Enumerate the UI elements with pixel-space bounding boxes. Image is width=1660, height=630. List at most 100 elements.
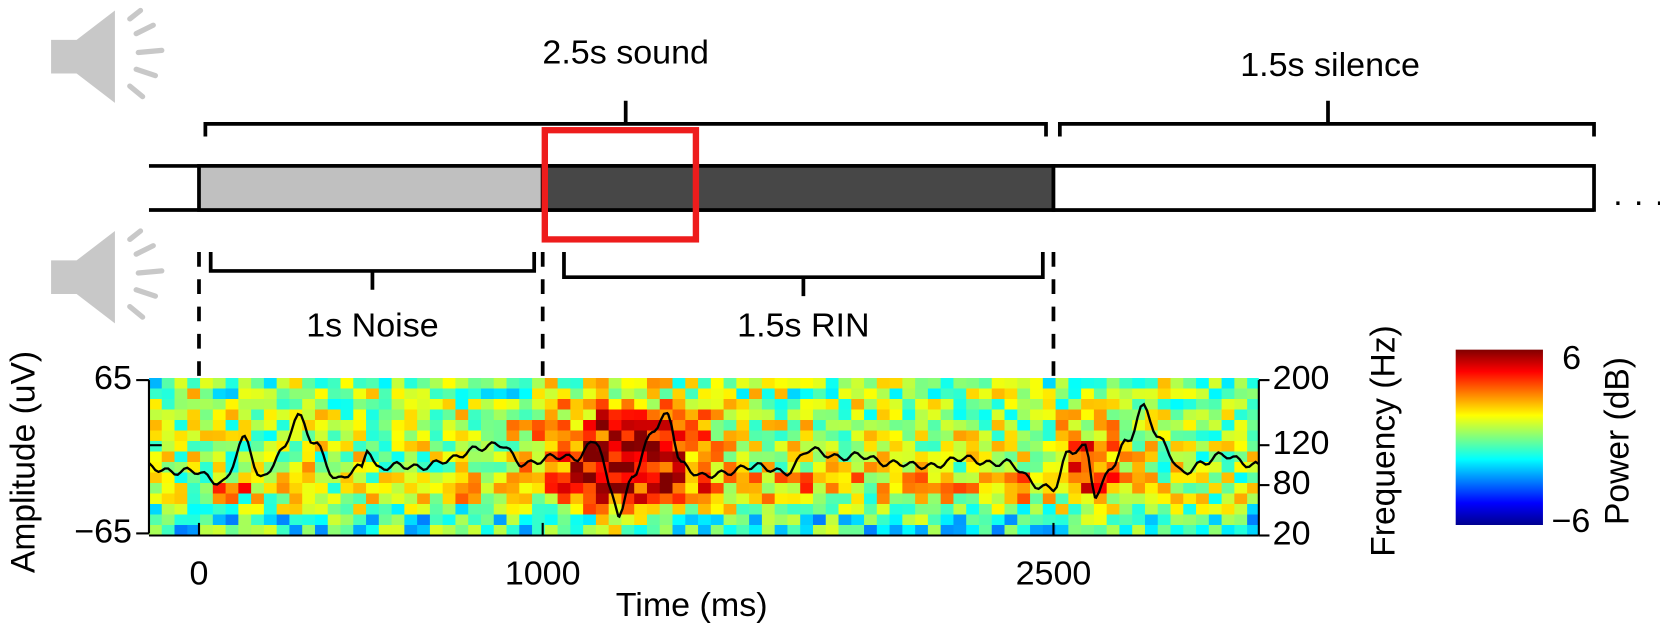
spectrogram-cell bbox=[187, 462, 201, 474]
speaker-icon[interactable] bbox=[51, 7, 165, 103]
spectrogram-cell bbox=[1247, 399, 1259, 411]
bracket bbox=[1057, 100, 1596, 137]
spectrogram-cell bbox=[621, 525, 635, 536]
spectrogram-cell bbox=[314, 420, 329, 432]
spectrogram-cell bbox=[1004, 441, 1018, 453]
spectrogram-cell bbox=[455, 430, 469, 442]
spectrogram-cell bbox=[685, 472, 699, 484]
spectrogram-cell bbox=[340, 441, 354, 453]
spectrogram-cell bbox=[723, 420, 737, 432]
spectrogram-cell bbox=[1004, 483, 1018, 495]
spectrogram-cell bbox=[685, 504, 699, 516]
spectrogram-cell bbox=[455, 420, 469, 432]
colorbar-label: Power (dB) bbox=[1598, 357, 1636, 525]
spectrogram-cell bbox=[1068, 483, 1082, 495]
spectrogram-cell bbox=[1157, 451, 1172, 463]
spectrogram-cell bbox=[659, 378, 674, 390]
spectrogram-cell bbox=[966, 388, 980, 400]
spectrogram-cell bbox=[532, 430, 546, 442]
spectrogram-cell bbox=[314, 409, 329, 421]
spectrogram-cell bbox=[800, 483, 814, 495]
spectrogram-cell bbox=[442, 378, 456, 390]
spectrogram-cell bbox=[1106, 504, 1120, 516]
spectrogram-cell bbox=[480, 483, 495, 495]
spectrogram-cell bbox=[1132, 420, 1146, 432]
spectrogram-cell bbox=[468, 525, 482, 536]
spectrogram-cell bbox=[263, 430, 278, 442]
spectrogram-cell bbox=[1119, 378, 1133, 390]
spectrogram-cell bbox=[289, 462, 303, 474]
spectrogram-cell bbox=[1221, 514, 1235, 526]
spectrogram-cell bbox=[723, 525, 737, 536]
spectrogram-cell bbox=[889, 462, 903, 474]
spectrogram-cell bbox=[1004, 420, 1018, 432]
spectrogram-cell bbox=[966, 504, 980, 516]
spectrogram-cell bbox=[212, 388, 227, 400]
spectrogram-cell bbox=[838, 472, 852, 484]
spectrogram-cell bbox=[672, 504, 686, 516]
spectrogram-cell bbox=[1081, 441, 1095, 453]
spectrogram-cell bbox=[710, 399, 725, 411]
spectrogram-cell bbox=[1221, 378, 1235, 390]
spectrogram-cell bbox=[544, 514, 559, 526]
spectrogram-cell bbox=[1157, 462, 1172, 474]
spectrogram-cell bbox=[1030, 430, 1044, 442]
spectrogram-cell bbox=[646, 430, 661, 442]
spectrogram-cell bbox=[1106, 409, 1120, 421]
spectrogram-cell bbox=[468, 472, 482, 484]
spectrogram-cell bbox=[327, 525, 342, 536]
spectrogram-cell bbox=[672, 409, 686, 421]
spectrogram-cell bbox=[940, 420, 954, 432]
spectrogram-cell bbox=[966, 441, 980, 453]
spectrogram-cell bbox=[238, 409, 252, 421]
spectrogram-cell bbox=[1119, 451, 1133, 463]
spectrogram-cell bbox=[263, 493, 278, 505]
spectrogram-cell bbox=[1068, 420, 1082, 432]
spectrogram-cell bbox=[608, 388, 622, 400]
spectrogram-cell bbox=[532, 420, 546, 432]
spectrogram-cell bbox=[595, 504, 610, 516]
spectrogram-cell bbox=[378, 514, 393, 526]
spectrogram-cell bbox=[1081, 514, 1095, 526]
spectrogram-cell bbox=[161, 504, 176, 516]
spectrogram-cell bbox=[148, 514, 163, 526]
spectrogram-cell bbox=[263, 472, 278, 484]
spectrogram-cell bbox=[225, 409, 239, 421]
spectrogram-cell bbox=[698, 462, 712, 474]
spectrogram-cell bbox=[761, 472, 776, 484]
spectrogram-cell bbox=[710, 483, 725, 495]
spectrogram-cell bbox=[1208, 409, 1223, 421]
spectrogram-cell bbox=[544, 472, 559, 484]
speaker-icon[interactable] bbox=[51, 228, 165, 324]
spectrogram-cell bbox=[774, 493, 788, 505]
spectrogram-cell bbox=[889, 504, 903, 516]
spectrogram-cell bbox=[442, 493, 456, 505]
spectrogram-cell bbox=[225, 493, 239, 505]
spectrogram-cell bbox=[1170, 409, 1184, 421]
spectrogram-cell bbox=[1196, 399, 1210, 411]
spectrogram-cell bbox=[991, 525, 1006, 536]
spectrogram-cell bbox=[787, 420, 801, 432]
spectrogram-cell bbox=[225, 441, 239, 453]
spectrogram-cell bbox=[1196, 420, 1210, 432]
spectrogram-cell bbox=[749, 430, 763, 442]
spectrogram-cell bbox=[225, 504, 239, 516]
spectrogram-cell bbox=[940, 493, 954, 505]
spectrogram-cell bbox=[1068, 472, 1082, 484]
spectrogram-cell bbox=[1183, 483, 1197, 495]
spectrogram-cell bbox=[927, 409, 942, 421]
spectrogram-cell bbox=[557, 483, 571, 495]
spectrogram-cell bbox=[1030, 399, 1044, 411]
spectrogram-cell bbox=[276, 420, 290, 432]
spectrogram-cell bbox=[1157, 378, 1172, 390]
spectrogram-cell bbox=[736, 472, 750, 484]
spectrogram-cell bbox=[1183, 472, 1197, 484]
spectrogram-cell bbox=[1170, 493, 1184, 505]
spectrogram-cell bbox=[148, 483, 163, 495]
spectrogram-cell bbox=[1093, 441, 1108, 453]
spectrogram-cell bbox=[570, 462, 584, 474]
spectrogram-cell bbox=[1247, 483, 1259, 495]
spectrogram-cell bbox=[251, 399, 265, 411]
spectrogram-cell bbox=[1208, 430, 1223, 442]
spectrogram-cell bbox=[1247, 462, 1259, 474]
